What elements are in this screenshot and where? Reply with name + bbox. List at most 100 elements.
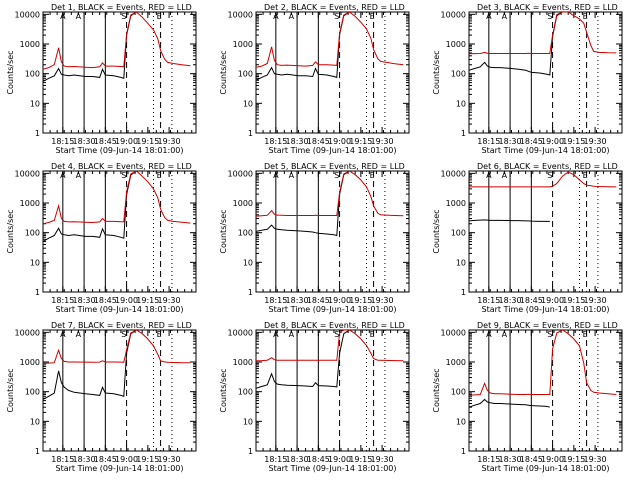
x-axis-label: Start Time (09-Jun-14 18:01:00)	[269, 305, 397, 314]
x-tick-label: 19:15	[562, 137, 585, 146]
panel-det-3: Det 3, BLACK = Events, RED = LLD 1 10 100 10…	[432, 3, 623, 155]
x-tick-label: 19:30	[158, 296, 181, 305]
x-tick-label: 19:00	[115, 137, 138, 146]
y-tick-label: 10	[456, 258, 466, 267]
x-axis-label: Start Time (09-Jun-14 18:01:00)	[56, 305, 184, 314]
marker-lines	[62, 330, 173, 451]
x-tick-label: 19:30	[584, 455, 607, 464]
marker-letter: A	[486, 171, 492, 180]
panel-title: Det 2, BLACK = Events, RED = LLD	[264, 3, 405, 12]
y-tick-label: 1000	[233, 40, 253, 49]
y-tick-label: 1000	[446, 40, 466, 49]
x-tick-label: 18:30	[73, 455, 96, 464]
y-tick-label: 100	[451, 229, 466, 238]
marker-lines	[488, 12, 599, 133]
marker-letter: A	[502, 171, 508, 180]
marker-letter: S	[121, 330, 126, 339]
events-curve	[256, 171, 404, 237]
lld-curve	[43, 12, 191, 70]
x-tick-label: 19:15	[349, 296, 372, 305]
y-tick-label: 1000	[20, 358, 40, 367]
lld-curve	[469, 12, 617, 55]
x-tick-label: 18:30	[73, 137, 96, 146]
marker-letter: A	[76, 171, 82, 180]
x-tick-label: 18:30	[286, 455, 309, 464]
panel-title: Det 5, BLACK = Events, RED = LLD	[264, 162, 405, 171]
marker-letter: E	[370, 12, 375, 21]
y-tick-label: 1	[35, 129, 40, 138]
x-tick-label: 18:45	[94, 137, 117, 146]
events-curve	[43, 171, 191, 243]
x-tick-label: 18:15	[51, 455, 74, 464]
marker-letter: A	[289, 330, 295, 339]
y-tick-label: 10	[456, 99, 466, 108]
lld-curve	[256, 330, 404, 362]
marker-letter: A	[289, 171, 295, 180]
x-tick-label: 19:00	[328, 137, 351, 146]
x-tick-label: 19:15	[349, 137, 372, 146]
y-tick-label: 100	[451, 388, 466, 397]
events-curve	[256, 330, 404, 389]
lld-curve	[469, 330, 617, 396]
x-tick-label: 18:15	[477, 455, 500, 464]
marker-letter: S	[334, 330, 339, 339]
y-tick-label: 10	[243, 258, 253, 267]
marker-letter: A	[273, 171, 279, 180]
lld-curve	[256, 171, 404, 217]
y-axis-label: Counts/sec	[6, 50, 15, 94]
x-axis-label: Start Time (09-Jun-14 18:01:00)	[56, 464, 184, 473]
marker-letter: S	[121, 12, 126, 21]
x-tick-label: 18:45	[520, 455, 543, 464]
marker-lines	[488, 330, 599, 451]
marker-letter: E	[583, 12, 588, 21]
y-tick-label: 1000	[446, 199, 466, 208]
lld-curve	[43, 171, 191, 225]
marker-letter: A	[486, 330, 492, 339]
marker-lines	[275, 330, 386, 451]
x-axis-label: Start Time (09-Jun-14 18:01:00)	[482, 146, 610, 155]
x-tick-label: 19:00	[328, 455, 351, 464]
y-axis-label: Counts/sec	[432, 209, 441, 253]
panel-title: Det 6, BLACK = Events, RED = LLD	[477, 162, 618, 171]
x-tick-label: 18:45	[94, 455, 117, 464]
panel-title: Det 4, BLACK = Events, RED = LLD	[51, 162, 192, 171]
x-tick-label: 19:00	[541, 455, 564, 464]
plot-frame	[42, 170, 197, 293]
panel-det-9: Det 9, BLACK = Events, RED = LLD 1 10 100 10…	[432, 321, 623, 473]
marker-letter: A	[273, 12, 279, 21]
y-axis-label: Counts/sec	[6, 368, 15, 412]
plot-frame	[468, 170, 623, 293]
marker-letter: A	[486, 12, 492, 21]
x-tick-label: 19:00	[115, 296, 138, 305]
marker-lines	[275, 171, 386, 292]
marker-letter: E	[157, 171, 162, 180]
events-curve	[43, 12, 191, 82]
x-axis-label: Start Time (09-Jun-14 18:01:00)	[482, 305, 610, 314]
x-tick-label: 19:15	[136, 137, 159, 146]
x-tick-label: 18:45	[307, 296, 330, 305]
x-tick-label: 19:00	[328, 296, 351, 305]
y-tick-label: 100	[25, 70, 40, 79]
x-tick-label: 18:30	[499, 455, 522, 464]
y-tick-label: 100	[25, 388, 40, 397]
panel-det-5: Det 5, BLACK = Events, RED = LLD 1 10 100 10…	[219, 162, 410, 314]
x-tick-label: 19:00	[541, 296, 564, 305]
x-axis-label: Start Time (09-Jun-14 18:01:00)	[56, 146, 184, 155]
y-tick-label: 10	[30, 417, 40, 426]
plot-frame	[468, 329, 623, 452]
y-tick-label: 100	[238, 70, 253, 79]
x-tick-label: 18:15	[264, 296, 287, 305]
x-tick-label: 19:15	[562, 296, 585, 305]
x-tick-label: 18:15	[51, 137, 74, 146]
plot-frame	[255, 11, 410, 134]
plot-frame	[42, 11, 197, 134]
marker-letter: E	[583, 171, 588, 180]
plot-frame	[42, 329, 197, 452]
marker-letter: A	[60, 12, 66, 21]
y-tick-label: 1000	[233, 358, 253, 367]
y-tick-label: 1	[461, 447, 466, 456]
marker-letter: A	[60, 330, 66, 339]
plot-frame	[468, 11, 623, 134]
y-tick-label: 10000	[228, 169, 253, 178]
